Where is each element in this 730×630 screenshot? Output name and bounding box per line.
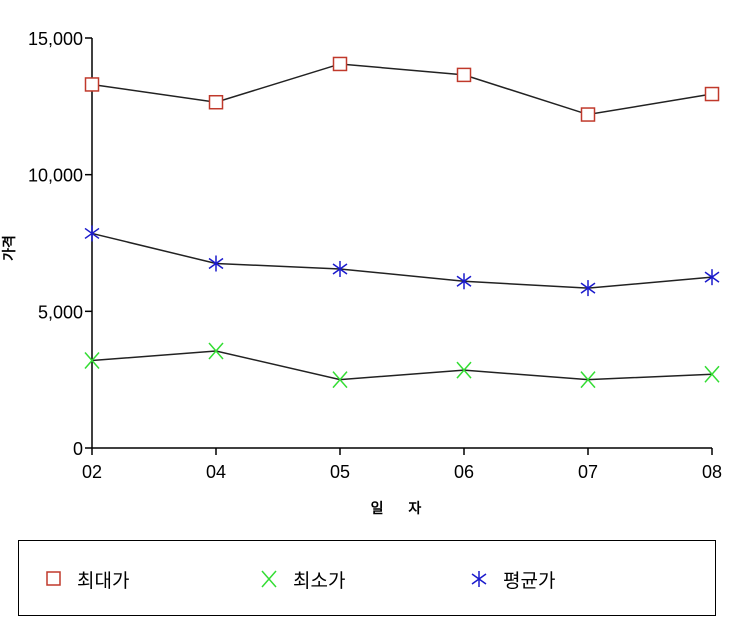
data-point	[332, 260, 348, 277]
legend: 최대가 최소가 평균가	[18, 540, 716, 616]
series-2	[84, 342, 720, 389]
data-point	[704, 269, 720, 286]
x-tick-label: 07	[578, 462, 598, 482]
data-point	[456, 361, 472, 379]
data-point	[456, 67, 472, 83]
data-point	[456, 273, 472, 290]
line-chart: 15,000 10,000 5,000 0 02 04 05 06 07 08 가격 일 자	[1, 29, 722, 517]
data-point	[208, 342, 224, 360]
series-3	[84, 225, 720, 297]
y-tick-label: 15,000	[28, 29, 83, 49]
data-point	[580, 280, 596, 297]
x-tick-label: 04	[206, 462, 226, 482]
series-line	[91, 350, 713, 381]
data-point	[208, 255, 224, 272]
legend-item-max: 최대가	[45, 541, 129, 617]
series-layer	[84, 56, 720, 389]
legend-label-min: 최소가	[293, 569, 346, 592]
legend-item-avg: 평균가	[469, 541, 555, 617]
data-point	[580, 371, 596, 389]
y-tick-label: 0	[73, 439, 83, 459]
data-point	[332, 56, 348, 72]
x-marker-icon	[261, 570, 277, 588]
data-point	[704, 365, 720, 383]
legend-label-avg: 평균가	[503, 569, 556, 592]
asterisk-marker-icon	[471, 571, 487, 587]
data-point	[704, 86, 720, 102]
square-marker-icon	[46, 571, 61, 586]
data-point	[84, 225, 100, 242]
data-point	[580, 107, 596, 122]
series-1	[84, 56, 720, 122]
legend-label-max: 최대가	[77, 569, 130, 592]
data-point	[208, 94, 224, 110]
x-tick-label: 05	[330, 462, 350, 482]
x-tick-label: 06	[454, 462, 474, 482]
data-point	[84, 352, 100, 370]
plot-area: 15,000 10,000 5,000 0 02 04 05 06 07 08	[28, 29, 722, 482]
data-point	[84, 77, 100, 92]
x-axis-title: 일 자	[371, 501, 432, 517]
y-axis-ticks: 15,000 10,000 5,000 0	[28, 29, 92, 459]
x-tick-label: 08	[702, 462, 722, 482]
y-axis-title: 가격	[1, 235, 18, 261]
series-line	[91, 63, 713, 116]
y-tick-label: 10,000	[28, 166, 83, 186]
data-point	[332, 371, 348, 389]
x-tick-label: 02	[82, 462, 102, 482]
series-line	[91, 232, 713, 289]
legend-item-min: 최소가	[259, 541, 345, 617]
y-tick-label: 5,000	[38, 302, 83, 322]
x-axis-ticks: 02 04 05 06 07 08	[82, 448, 722, 482]
